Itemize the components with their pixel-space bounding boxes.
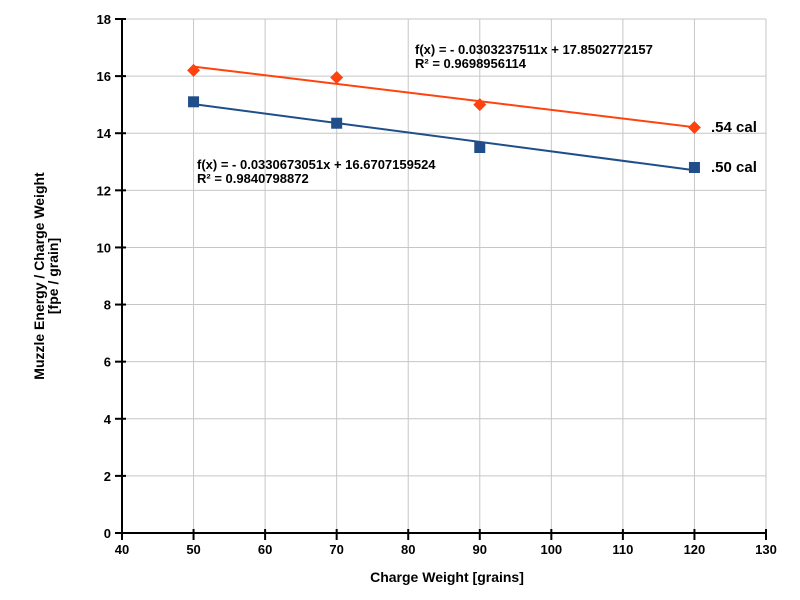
data-point-50-cal [188,96,200,108]
grid-layer [122,18,767,533]
data-point-50-cal [331,117,343,129]
y-tick-label: 2 [104,469,111,484]
data-point-54-cal [473,98,487,112]
x-axis-title: Charge Weight [grains] [370,569,524,585]
data-point-54-cal [187,63,201,77]
x-tick-label: 40 [115,542,129,557]
series-label-54cal: .54 cal [711,119,757,136]
x-tick-label: 130 [755,542,777,557]
x-tick-label: 50 [186,542,200,557]
series-label-50cal: .50 cal [711,159,757,176]
axis-layer [115,18,767,540]
y-tick-label: 18 [97,12,111,27]
y-tick-label: 8 [104,298,111,313]
data-point-50-cal [474,142,486,153]
x-tick-label: 100 [540,542,562,557]
x-tick-label: 120 [684,542,706,557]
trend-layer [193,65,695,172]
y-tick-label: 12 [97,183,111,198]
x-tick-label: 90 [473,542,487,557]
data-point-54-cal [687,121,701,135]
data-point-50-cal [688,161,700,173]
y-tick-label: 14 [97,126,112,141]
tick-label-layer: 40 50 60 70 80 90 100 110 120 130 0 2 4 6 8 10 12 14 16 18 [97,12,777,557]
marker-layer [187,63,701,173]
trendline-54-cal [193,65,695,129]
equation-54cal-line1: f(x) = - 0.0303237511x + 17.8502772157 [415,42,653,57]
data-point-54-cal [330,71,344,85]
y-tick-label: 6 [104,355,111,370]
y-axis-title-line1: Muzzle Energy / Charge Weight [31,172,47,380]
trendline-50-cal [193,103,695,172]
x-tick-label: 70 [329,542,343,557]
y-axis-title-line2: [fpe / grain] [45,238,61,314]
y-tick-label: 4 [104,412,112,427]
x-tick-label: 110 [612,542,633,557]
equation-50cal-line2: R² = 0.9840798872 [197,171,309,186]
x-tick-label: 80 [401,542,415,557]
y-tick-label: 16 [97,69,111,84]
y-tick-label: 10 [97,240,111,255]
x-tick-label: 60 [258,542,272,557]
equation-54cal-line2: R² = 0.9698956114 [415,56,527,71]
equation-50cal-line1: f(x) = - 0.0330673051x + 16.6707159524 [197,157,436,172]
y-tick-label: 0 [104,526,111,541]
